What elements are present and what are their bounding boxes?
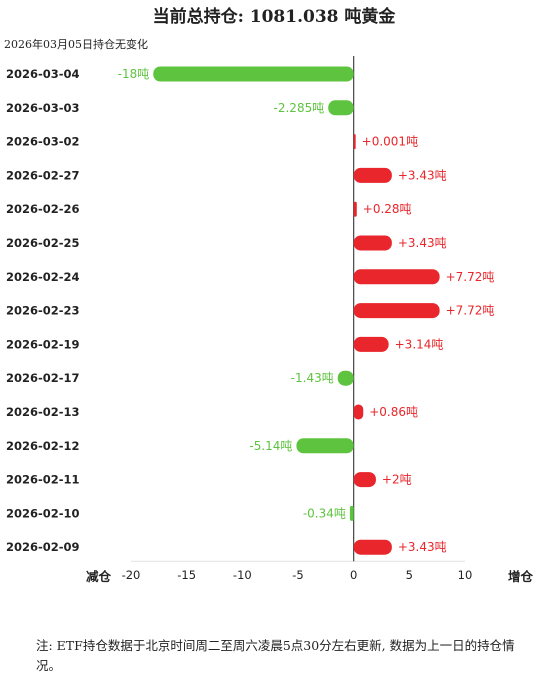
category-label: 2026-02-12: [6, 439, 80, 453]
bar: [353, 201, 357, 217]
x-tick-label: -15: [177, 568, 196, 582]
bar: [353, 472, 376, 488]
x-tick-label: -5: [292, 568, 303, 582]
chart-subtitle: 2026年03月05日持仓无变化: [4, 38, 148, 51]
bar: [353, 167, 392, 183]
bar: [353, 303, 440, 319]
data-label: -18吨: [118, 67, 150, 81]
data-label: +3.14吨: [395, 337, 444, 351]
footnote: 注: ETF持仓数据于北京时间周二至周六凌晨5点30分左右更新, 数据为上一日的…: [36, 638, 515, 673]
category-label: 2026-02-25: [6, 236, 80, 250]
category-label: 2026-02-11: [6, 473, 80, 487]
x-tick-label: 0: [350, 568, 357, 582]
data-label: +7.72吨: [446, 270, 495, 284]
data-label: +0.001吨: [362, 135, 418, 149]
category-label: 2026-02-13: [6, 405, 80, 419]
category-label: 2026-02-19: [6, 337, 80, 351]
data-label: -0.34吨: [303, 506, 346, 520]
category-label: 2026-02-27: [6, 168, 80, 182]
category-label: 2026-03-02: [6, 135, 80, 149]
bar: [153, 66, 354, 82]
x-tick-label: -20: [122, 568, 141, 582]
x-axis-label-left: 减仓: [86, 569, 112, 584]
bar: [353, 269, 440, 285]
category-label: 2026-02-17: [6, 371, 80, 385]
data-label: +3.43吨: [398, 236, 447, 250]
x-axis-label-right: 增仓: [508, 569, 534, 584]
data-label: -5.14吨: [249, 439, 292, 453]
etf-holdings-bar-chart: 2026-03-04 -18吨 2026-03-03 -2.285吨 2026-03-0…: [6, 56, 534, 584]
data-label: -1.43吨: [291, 371, 334, 385]
bar: [353, 539, 392, 555]
bar: [353, 235, 392, 251]
x-tick-label: 10: [458, 568, 473, 582]
data-label: +0.28吨: [363, 202, 412, 216]
data-label: +7.72吨: [446, 304, 495, 318]
bar: [296, 438, 354, 454]
bar: [349, 505, 354, 521]
category-label: 2026-02-10: [6, 506, 80, 520]
data-label: +3.43吨: [398, 540, 447, 554]
bar: [353, 336, 389, 352]
category-label: 2026-03-04: [6, 67, 80, 81]
category-label: 2026-02-24: [6, 270, 80, 284]
bar: [328, 100, 354, 116]
category-label: 2026-02-23: [6, 304, 80, 318]
chart-title: 当前总持仓: 1081.038 吨黄金: [152, 7, 396, 27]
data-label: -2.285吨: [274, 101, 325, 115]
bar: [337, 370, 354, 386]
category-label: 2026-03-03: [6, 101, 80, 115]
category-label: 2026-02-26: [6, 202, 80, 216]
data-label: +3.43吨: [398, 168, 447, 182]
bar: [353, 404, 364, 420]
category-label: 2026-02-09: [6, 540, 80, 554]
bar: [353, 134, 356, 150]
x-tick-label: -10: [233, 568, 252, 582]
x-tick-label: 5: [406, 568, 413, 582]
data-label: +0.86吨: [369, 405, 418, 419]
data-label: +2吨: [382, 473, 412, 487]
